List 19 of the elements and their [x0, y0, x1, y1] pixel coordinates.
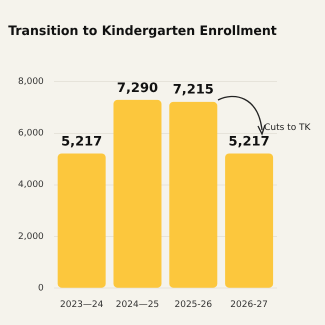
- data-label: 5,217: [228, 134, 270, 150]
- annotation: Cuts to TK: [264, 122, 312, 133]
- bar: [58, 153, 106, 288]
- x-tick-label: 2024—25: [116, 300, 160, 310]
- bar: [225, 153, 274, 288]
- data-label: 7,290: [116, 80, 158, 96]
- bar: [113, 100, 162, 288]
- x-tick-label: 2026-27: [230, 300, 268, 310]
- y-tick-label: 4,000: [18, 180, 44, 190]
- bar: [169, 102, 218, 288]
- y-tick-label: 8,000: [18, 76, 44, 87]
- y-tick-label: 2,000: [18, 232, 44, 242]
- x-tick-label: 2025-26: [174, 300, 212, 310]
- x-tick-label: 2023—24: [60, 300, 104, 310]
- y-tick-label: 6,000: [18, 128, 44, 139]
- chart-title: Transition to Kindergarten Enrollment: [8, 24, 277, 40]
- data-label: 7,215: [172, 82, 214, 98]
- data-label: 5,217: [61, 134, 102, 150]
- y-tick-label: 0: [38, 284, 44, 294]
